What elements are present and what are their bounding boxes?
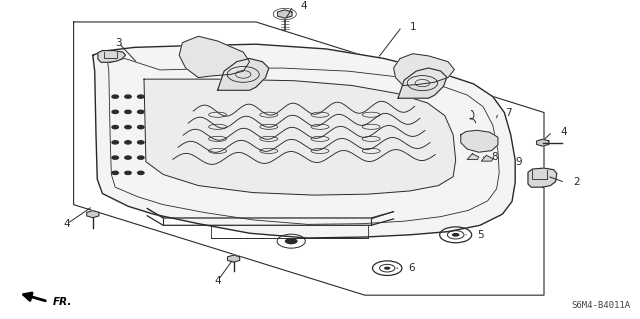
Text: 2: 2 xyxy=(573,177,579,187)
Text: 3: 3 xyxy=(115,38,122,48)
Text: 5: 5 xyxy=(477,230,483,240)
Polygon shape xyxy=(144,79,456,195)
Circle shape xyxy=(285,238,298,244)
Circle shape xyxy=(125,141,131,144)
Circle shape xyxy=(112,110,118,114)
Polygon shape xyxy=(98,50,125,62)
Circle shape xyxy=(125,171,131,174)
Circle shape xyxy=(138,141,144,144)
Polygon shape xyxy=(278,10,292,18)
Text: 4: 4 xyxy=(64,219,70,229)
Polygon shape xyxy=(93,44,515,238)
Circle shape xyxy=(112,156,118,159)
Polygon shape xyxy=(179,36,250,78)
Circle shape xyxy=(138,110,144,114)
Circle shape xyxy=(452,233,460,237)
Circle shape xyxy=(384,267,390,270)
Polygon shape xyxy=(86,211,99,218)
Text: 6: 6 xyxy=(408,263,415,273)
Circle shape xyxy=(112,95,118,98)
Polygon shape xyxy=(536,139,549,146)
Circle shape xyxy=(112,141,118,144)
Polygon shape xyxy=(481,155,493,161)
Polygon shape xyxy=(461,130,498,152)
Circle shape xyxy=(138,126,144,129)
Circle shape xyxy=(112,171,118,174)
Circle shape xyxy=(138,171,144,174)
Circle shape xyxy=(125,110,131,114)
Polygon shape xyxy=(394,54,454,85)
Text: FR.: FR. xyxy=(52,298,72,308)
Circle shape xyxy=(125,95,131,98)
Polygon shape xyxy=(398,68,447,98)
Text: 1: 1 xyxy=(410,22,416,32)
Circle shape xyxy=(138,95,144,98)
Polygon shape xyxy=(218,58,269,90)
Polygon shape xyxy=(227,255,240,262)
Text: 7: 7 xyxy=(506,108,512,117)
Circle shape xyxy=(125,156,131,159)
Polygon shape xyxy=(528,168,557,187)
Circle shape xyxy=(125,126,131,129)
Circle shape xyxy=(112,126,118,129)
Text: 4: 4 xyxy=(214,276,221,286)
Text: 9: 9 xyxy=(515,157,522,167)
Text: 4: 4 xyxy=(560,127,566,137)
Polygon shape xyxy=(467,154,479,160)
Text: 4: 4 xyxy=(301,1,307,11)
Text: S6M4-B4011A: S6M4-B4011A xyxy=(572,301,630,310)
Circle shape xyxy=(138,156,144,159)
Text: 8: 8 xyxy=(492,152,498,162)
